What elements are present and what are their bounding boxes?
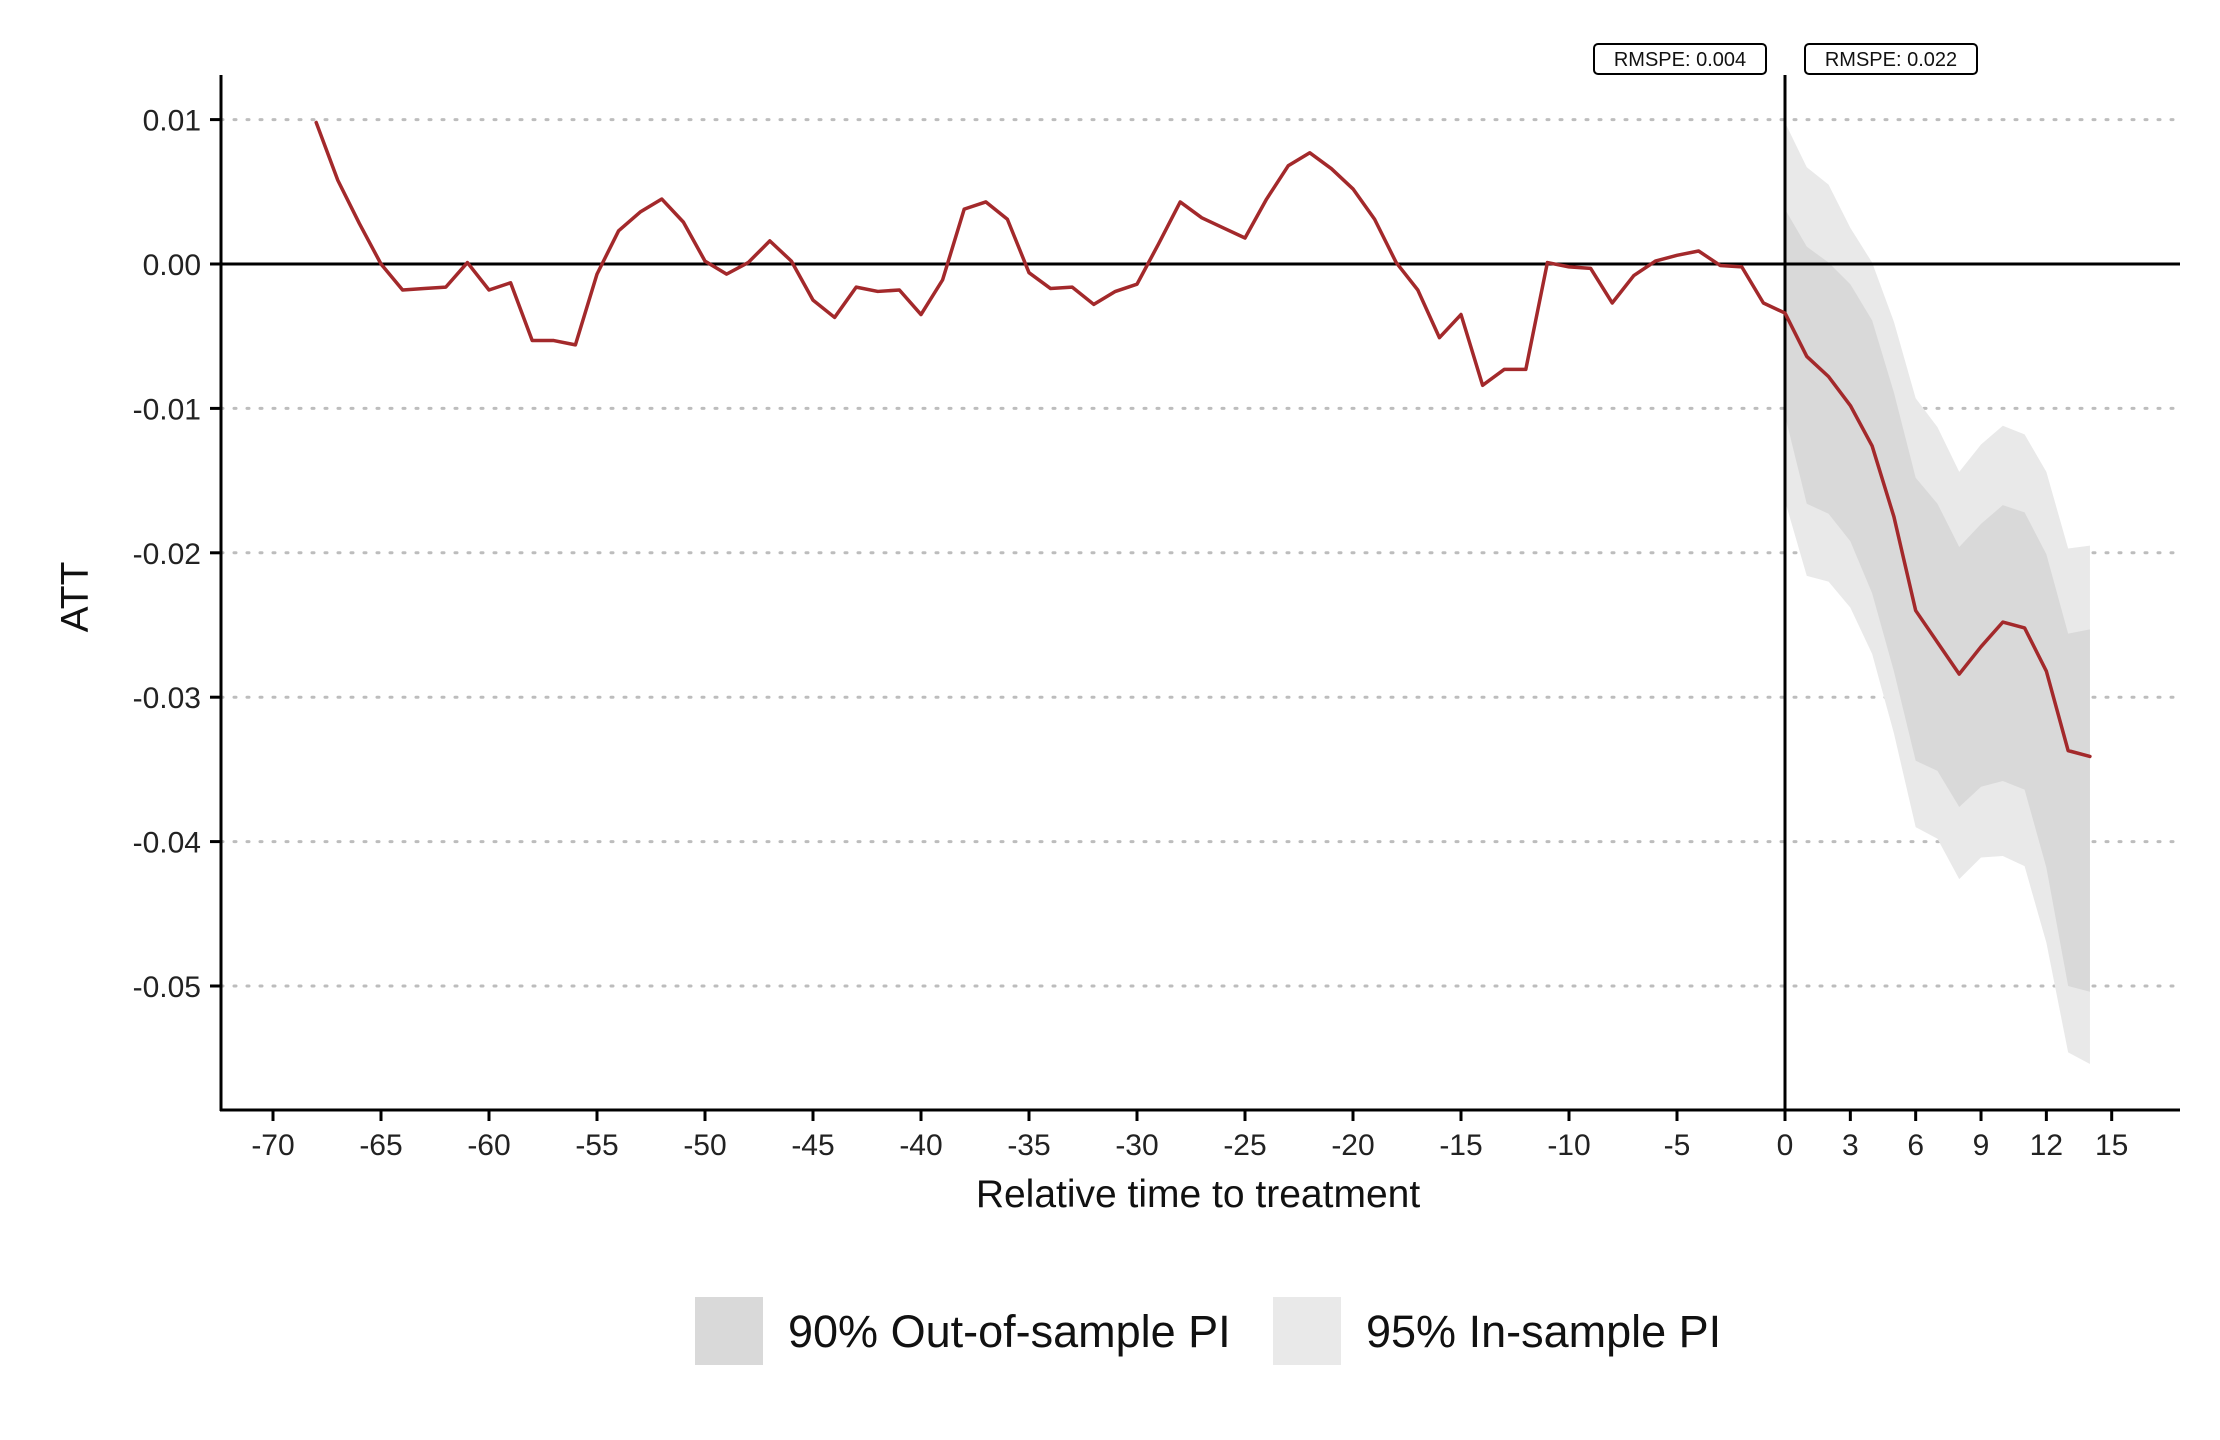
legend-label-in-sample: 95% In-sample PI xyxy=(1366,1306,1721,1357)
rmspe-label-1: RMSPE: 0.022 xyxy=(1825,49,1957,71)
x-post-tick-label-4: 15 xyxy=(2095,1129,2128,1162)
x-pre-tick-label-4: -50 xyxy=(683,1129,726,1162)
y-tick-label-2: -0.01 xyxy=(133,393,201,426)
x-post-tick-label-0: 3 xyxy=(1842,1129,1859,1162)
y-tick-label-6: -0.05 xyxy=(133,971,201,1004)
x-axis-title: Relative time to treatment xyxy=(976,1173,1421,1216)
band-1 xyxy=(1785,209,2090,992)
y-axis-title: ATT xyxy=(54,562,97,633)
y-tick-label-4: -0.03 xyxy=(133,682,201,715)
legend-label-out-of-sample: 90% Out-of-sample PI xyxy=(788,1306,1231,1357)
x-pre-tick-label-7: -35 xyxy=(1007,1129,1050,1162)
legend-swatch-out-of-sample xyxy=(695,1297,763,1365)
x-pre-tick-label-14: 0 xyxy=(1777,1129,1794,1162)
x-pre-tick-label-0: -70 xyxy=(251,1129,294,1162)
prediction-interval-bands xyxy=(1785,122,2090,1064)
rmspe-box-0 xyxy=(1593,43,1767,75)
x-pre-tick-label-13: -5 xyxy=(1664,1129,1691,1162)
x-post-tick-label-2: 9 xyxy=(1973,1129,1990,1162)
y-tick-label-1: 0.00 xyxy=(143,249,201,282)
x-pre-tick-label-8: -30 xyxy=(1115,1129,1158,1162)
legend-swatch-in-sample xyxy=(1273,1297,1341,1365)
x-pre-tick-label-5: -45 xyxy=(791,1129,834,1162)
x-pre-tick-label-9: -25 xyxy=(1223,1129,1266,1162)
series-line-0 xyxy=(314,120,2092,759)
rmspe-label-0: RMSPE: 0.004 xyxy=(1614,49,1746,71)
gridlines xyxy=(219,118,2182,988)
axes: 0.01 0.00 -0.01 -0.02 -0.03 -0.04 -0.05 -70 -65 -… xyxy=(133,75,2180,1162)
legend: 90% Out-of-sample PI 95% In-sample PI xyxy=(695,1297,1721,1365)
x-post-tick-label-1: 6 xyxy=(1907,1129,1924,1162)
att-series xyxy=(314,120,2092,759)
y-tick-label-0: 0.01 xyxy=(143,105,201,138)
y-tick-label-5: -0.04 xyxy=(133,827,201,860)
rmspe-box-1 xyxy=(1804,43,1978,75)
x-post-tick-label-3: 12 xyxy=(2030,1129,2063,1162)
x-pre-tick-label-1: -65 xyxy=(359,1129,402,1162)
x-pre-tick-label-10: -20 xyxy=(1331,1129,1374,1162)
x-pre-tick-label-6: -40 xyxy=(899,1129,942,1162)
y-tick-label-3: -0.02 xyxy=(133,538,201,571)
x-pre-tick-label-3: -55 xyxy=(575,1129,618,1162)
rmspe-annotations: RMSPE: 0.004 RMSPE: 0.022 xyxy=(1593,43,1978,75)
x-pre-tick-label-11: -15 xyxy=(1439,1129,1482,1162)
x-pre-tick-label-12: -10 xyxy=(1547,1129,1590,1162)
reference-lines xyxy=(221,75,2180,1110)
x-pre-tick-label-2: -60 xyxy=(467,1129,510,1162)
